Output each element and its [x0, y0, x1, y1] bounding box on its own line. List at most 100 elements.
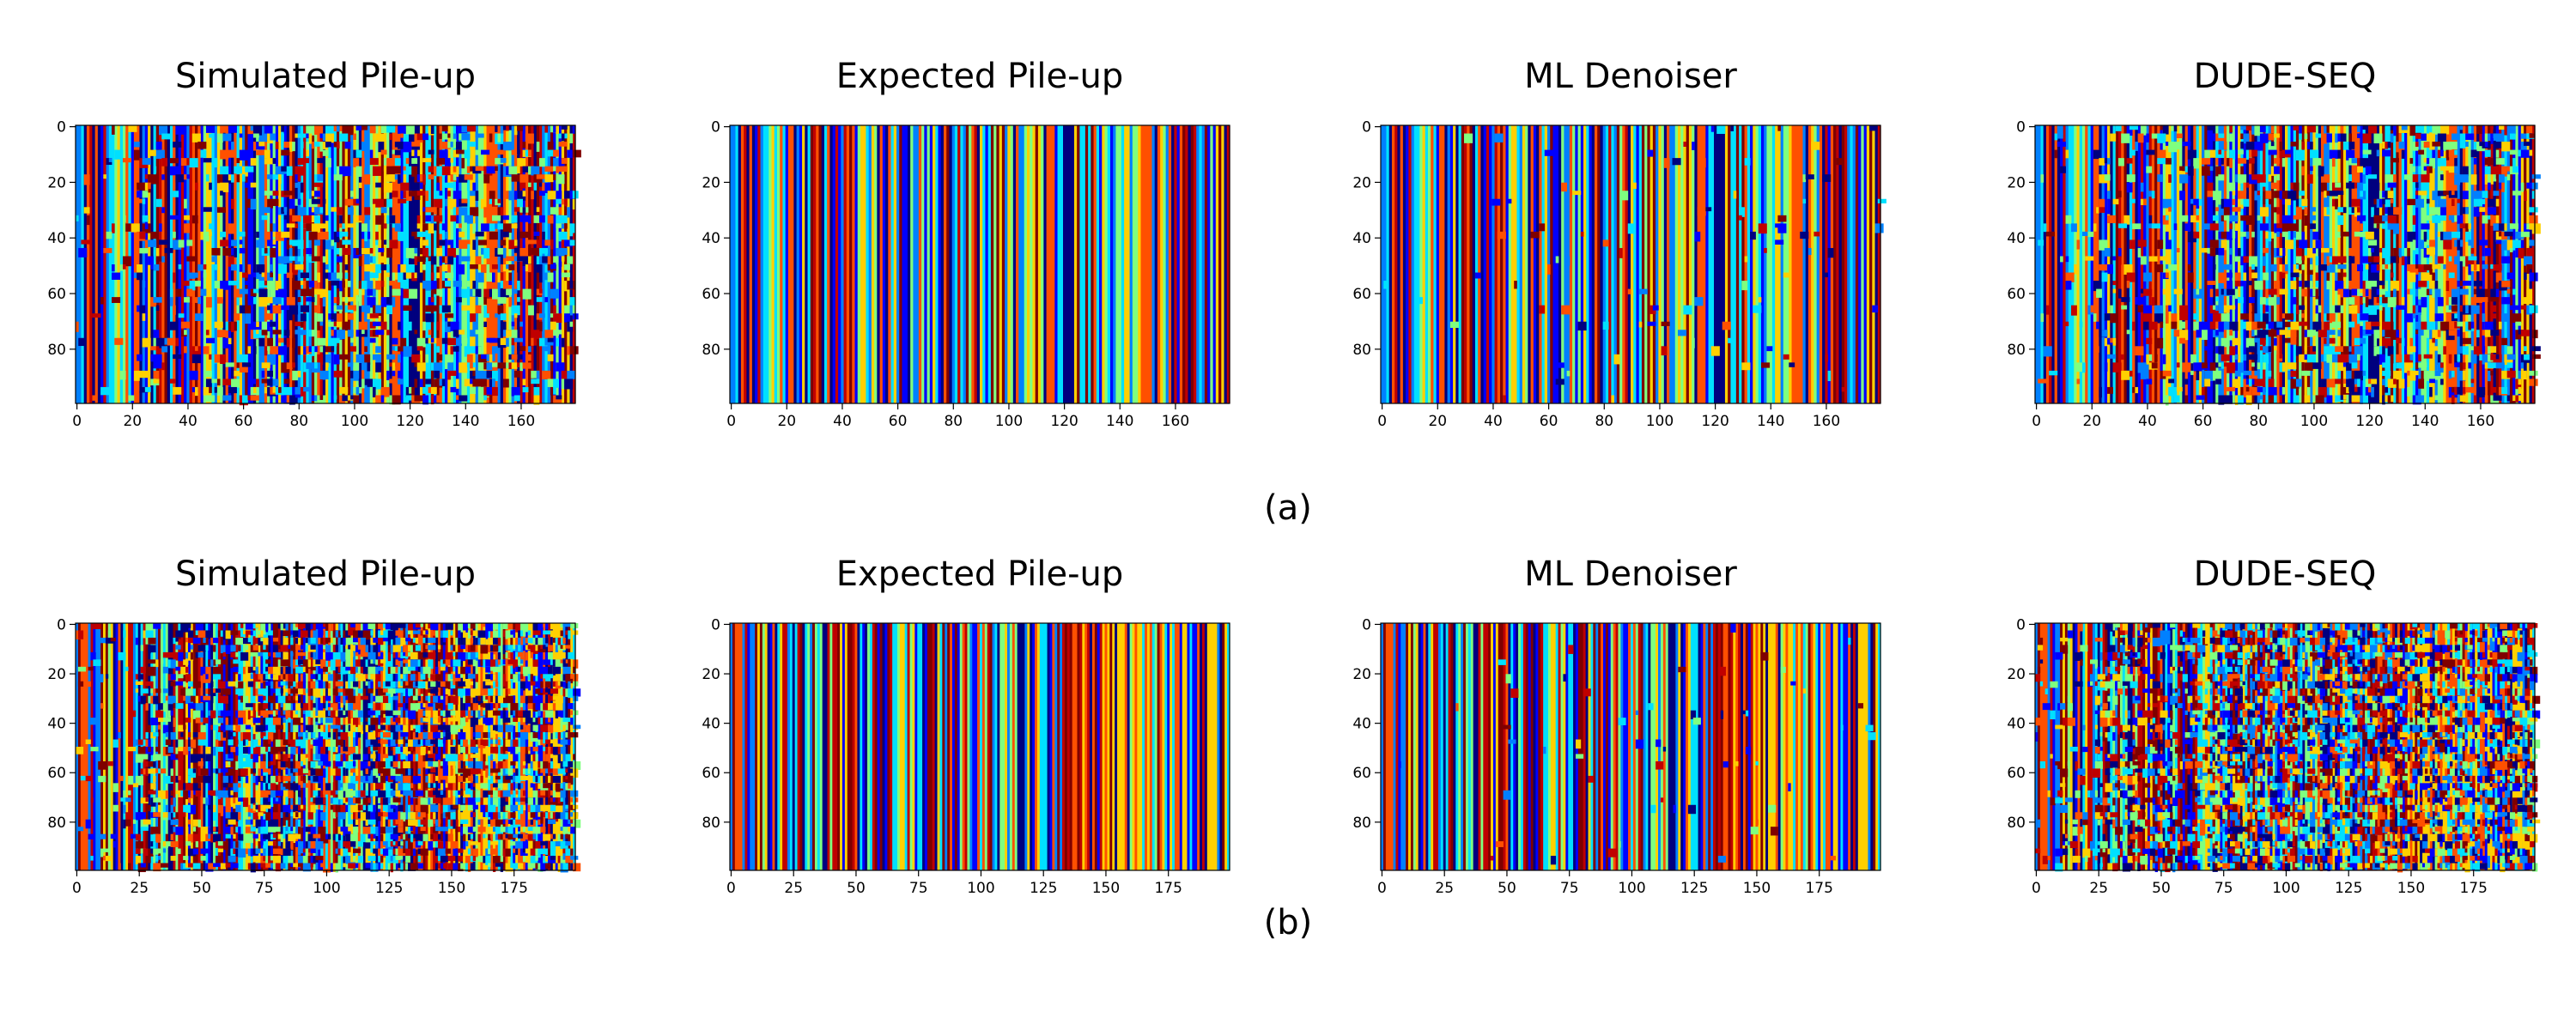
- heatmap-column: [1769, 125, 1773, 403]
- heatmap-cell: [2212, 191, 2222, 201]
- heatmap-cell: [2495, 231, 2505, 242]
- heatmap-cell: [2342, 395, 2347, 400]
- heatmap-column: [556, 125, 560, 403]
- heatmap-cell: [197, 630, 206, 639]
- heatmap-cell: [2365, 166, 2372, 175]
- heatmap-cell: [77, 681, 84, 687]
- heatmap-column: [331, 125, 335, 403]
- heatmap-cell: [195, 272, 198, 278]
- heatmap-cell: [403, 305, 412, 311]
- heatmap-column: [458, 623, 461, 870]
- heatmap-cell: [492, 386, 498, 397]
- heatmap-cell: [538, 158, 545, 167]
- heatmap-column: [1052, 125, 1055, 403]
- heatmap-cell: [2154, 313, 2164, 324]
- heatmap-cell: [347, 281, 351, 288]
- heatmap-cell: [2218, 158, 2222, 168]
- heatmap-cell: [2432, 191, 2441, 201]
- heatmap-cell: [535, 659, 538, 669]
- heatmap-column: [1669, 125, 1674, 403]
- heatmap-cell: [360, 651, 368, 657]
- heatmap-cell: [2437, 198, 2446, 208]
- x-tick-label: 60: [2194, 413, 2213, 430]
- heatmap-cell: [286, 297, 295, 306]
- heatmap-cell: [500, 264, 504, 273]
- heatmap-cell: [362, 623, 371, 633]
- heatmap-cell: [2279, 288, 2288, 295]
- heatmap-cell: [2263, 354, 2269, 364]
- heatmap-cell: [203, 346, 210, 354]
- heatmap-cell: [2299, 142, 2302, 153]
- heatmap-cell: [258, 337, 265, 347]
- heatmap-column: [1794, 125, 1798, 403]
- heatmap-cell: [367, 215, 371, 221]
- heatmap-column: [2257, 125, 2261, 403]
- heatmap-cell: [543, 659, 551, 665]
- heatmap-cell: [162, 651, 167, 658]
- heatmap-cell: [210, 681, 214, 688]
- heatmap-cell: [339, 133, 349, 142]
- heatmap-cell: [1505, 198, 1512, 204]
- heatmap-cell: [81, 239, 90, 245]
- heatmap-cell: [2421, 362, 2427, 368]
- heatmap-cell: [465, 703, 469, 712]
- heatmap-cell: [486, 166, 495, 174]
- heatmap-cell: [440, 630, 444, 639]
- heatmap-cell: [289, 142, 293, 152]
- heatmap-column: [83, 125, 88, 403]
- heatmap-cell: [322, 297, 326, 307]
- heatmap-cell: [2387, 395, 2391, 403]
- heatmap-cell: [247, 264, 252, 275]
- heatmap-cell: [169, 158, 179, 164]
- heatmap-column: [760, 125, 764, 403]
- heatmap-cell: [2179, 305, 2189, 315]
- heatmap-cell: [323, 637, 326, 647]
- heatmap-cell: [281, 207, 284, 215]
- heatmap-cell: [295, 223, 299, 228]
- heatmap-column: [1641, 125, 1645, 403]
- heatmap-cell: [532, 630, 541, 635]
- heatmap-cell: [550, 674, 554, 679]
- heatmap-cell: [535, 681, 544, 688]
- heatmap-cell: [336, 281, 340, 288]
- heatmap-cell: [180, 321, 190, 329]
- heatmap-cell: [2335, 231, 2342, 238]
- heatmap-cell: [2387, 297, 2397, 307]
- heatmap-cell: [275, 651, 282, 658]
- heatmap-cell: [2335, 182, 2342, 188]
- heatmap-cell: [2490, 288, 2500, 300]
- heatmap-cell: [492, 666, 501, 673]
- heatmap-column: [94, 125, 99, 403]
- heatmap-cell: [528, 256, 532, 264]
- heatmap-cell: [197, 142, 207, 149]
- heatmap-cell: [470, 207, 479, 216]
- heatmap-cell: [465, 674, 469, 679]
- heatmap-cell: [203, 637, 206, 643]
- heatmap-cell: [239, 354, 248, 364]
- heatmap-column: [1714, 125, 1717, 403]
- heatmap-column: [1572, 125, 1576, 403]
- heatmap-cell: [358, 256, 362, 267]
- heatmap-column: [821, 125, 825, 403]
- heatmap-cell: [2412, 239, 2416, 251]
- heatmap-cell: [2146, 354, 2149, 365]
- heatmap-cell: [2443, 191, 2452, 196]
- heatmap-cell: [477, 645, 481, 654]
- heatmap-cell: [270, 688, 279, 694]
- heatmap-cell: [217, 681, 226, 689]
- heatmap-cell: [477, 346, 482, 357]
- heatmap-cell: [489, 133, 493, 142]
- heatmap-cell: [538, 695, 541, 700]
- heatmap-cell: [567, 370, 576, 379]
- heatmap-cell: [392, 370, 396, 377]
- heatmap-cell: [2495, 288, 2500, 300]
- heatmap-cell: [506, 191, 509, 199]
- heatmap-cell: [2312, 395, 2316, 403]
- heatmap-cell: [2107, 386, 2113, 394]
- heatmap-cell: [180, 666, 189, 676]
- heatmap-cell: [1744, 256, 1748, 263]
- heatmap-column: [1151, 125, 1156, 403]
- heatmap-cell: [2412, 174, 2421, 183]
- heatmap-cell: [367, 297, 376, 308]
- heatmap-cell: [1683, 305, 1692, 315]
